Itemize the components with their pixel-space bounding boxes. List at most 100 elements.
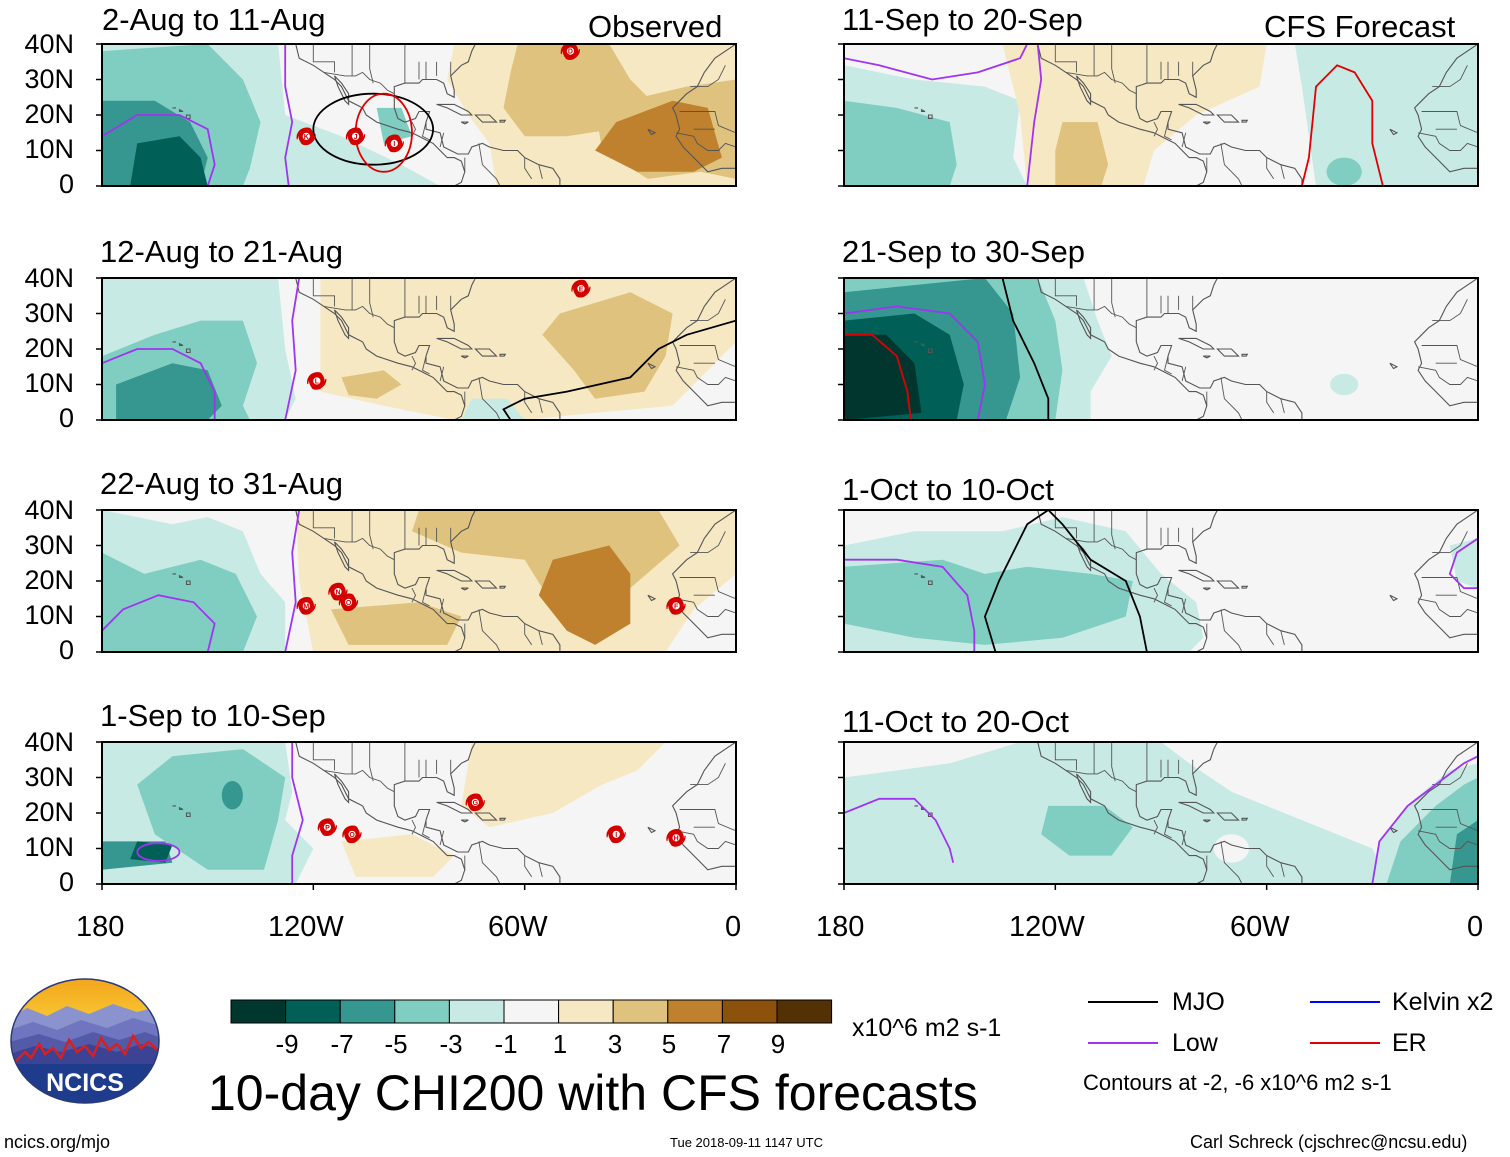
coastline [1075, 309, 1092, 340]
shading-region [116, 363, 222, 420]
border-line [1065, 769, 1137, 793]
border-line [312, 44, 335, 73]
coastline [1075, 75, 1092, 106]
lat-label: 0 [58, 403, 74, 433]
coastline [178, 806, 184, 811]
storm-letter: O [349, 832, 355, 839]
storm-letter: H [674, 835, 679, 842]
coastline [1413, 278, 1478, 407]
border-line [323, 305, 395, 329]
border-line [1418, 830, 1478, 849]
border-line [1418, 366, 1478, 385]
border-line [369, 510, 374, 550]
border-line [421, 587, 430, 607]
storm-marker: I [384, 134, 404, 153]
coastlines [172, 44, 736, 186]
coastline [499, 585, 507, 589]
border-line [1153, 121, 1159, 137]
panel-title: 21-Sep to 30-Sep [842, 234, 1086, 269]
storm-letter: O [346, 600, 352, 607]
low-contour [102, 594, 216, 652]
storm-eye [471, 798, 479, 806]
coastline [927, 580, 933, 586]
storm-eye [352, 132, 360, 140]
border-line [1111, 44, 1116, 84]
border-line [1432, 299, 1468, 322]
storm-eye [672, 602, 680, 610]
coastline [499, 817, 507, 821]
coastline [1037, 742, 1303, 884]
border-line [1432, 65, 1468, 88]
border-line [1111, 278, 1116, 318]
border-line [690, 65, 726, 88]
map-panel-p2: LE [96, 277, 737, 421]
lon-label: 60W [488, 911, 548, 943]
storm-marker: M [296, 597, 316, 615]
coastline [1203, 121, 1211, 125]
storm-marker: H [666, 829, 686, 847]
logo-text: NCICS [46, 1069, 124, 1097]
storm-marker: P [317, 818, 338, 837]
border-line [538, 862, 543, 878]
coastline [1389, 128, 1399, 136]
lat-label: 40N [24, 495, 74, 525]
border-line [679, 345, 736, 368]
storm-letter: D [568, 49, 573, 56]
mjo-contour [983, 510, 1148, 652]
border-line [1054, 278, 1077, 307]
storm-letter: E [579, 286, 584, 293]
storm-marker: E [571, 279, 591, 298]
low-contour [102, 348, 216, 420]
border-line [1163, 587, 1172, 607]
low-contour [844, 305, 986, 420]
lat-label: 0 [58, 169, 74, 199]
border-line [1418, 598, 1478, 617]
lon-label: 180 [816, 911, 865, 943]
low-contour [1448, 537, 1478, 589]
coastline [1216, 114, 1240, 123]
coastline [1413, 44, 1478, 173]
border-line [1181, 366, 1187, 382]
colorbar-swatch [285, 999, 341, 1024]
shading-region [137, 749, 286, 870]
shading-region [844, 559, 1133, 645]
lat-label: 40N [24, 727, 74, 757]
storm-letter: I [393, 141, 395, 148]
border-line [1418, 132, 1478, 151]
coastline [1241, 817, 1249, 821]
coastline [1241, 585, 1249, 589]
colorbar-swatch [776, 999, 833, 1024]
border-line [1054, 742, 1077, 771]
legend-kelvin-label: Kelvin x2 [1392, 988, 1494, 1016]
storm-eye [612, 830, 620, 838]
coastline [920, 342, 926, 347]
coastline [436, 103, 474, 116]
border-line [676, 598, 736, 617]
lat-label: 40N [24, 29, 74, 59]
border-line [1163, 355, 1172, 375]
panel-title: 2-Aug to 11-Aug [102, 2, 326, 37]
coastline [333, 309, 350, 340]
coastline [178, 108, 184, 113]
coastline [1037, 510, 1303, 652]
border-line [323, 71, 395, 95]
colorbar-tick: -7 [330, 1029, 354, 1059]
coastline [295, 510, 561, 652]
coastlines [914, 510, 1478, 652]
lon-label: 120W [1009, 911, 1085, 943]
border-line [676, 366, 736, 385]
coastline [1075, 541, 1092, 572]
border-line [1432, 531, 1468, 554]
storm-letter: F [674, 603, 679, 610]
coastline [1241, 353, 1249, 357]
map-panel-p7 [838, 509, 1479, 653]
lat-label: 20N [24, 797, 74, 827]
coastline [474, 580, 498, 589]
border-line [679, 577, 736, 600]
border-line [1421, 111, 1478, 134]
border-line [1421, 345, 1478, 368]
colorbar-swatch [339, 999, 396, 1024]
coastline [436, 569, 474, 582]
observed-label: Observed [588, 9, 723, 44]
coastline [474, 348, 498, 357]
